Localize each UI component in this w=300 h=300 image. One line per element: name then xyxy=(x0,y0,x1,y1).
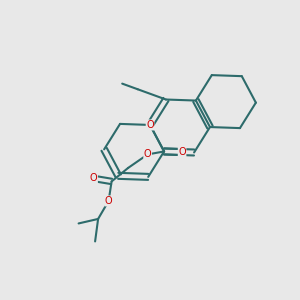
Text: O: O xyxy=(105,196,112,206)
Text: O: O xyxy=(178,147,186,157)
Text: O: O xyxy=(144,149,152,159)
Text: O: O xyxy=(90,173,98,183)
Text: O: O xyxy=(146,120,154,130)
